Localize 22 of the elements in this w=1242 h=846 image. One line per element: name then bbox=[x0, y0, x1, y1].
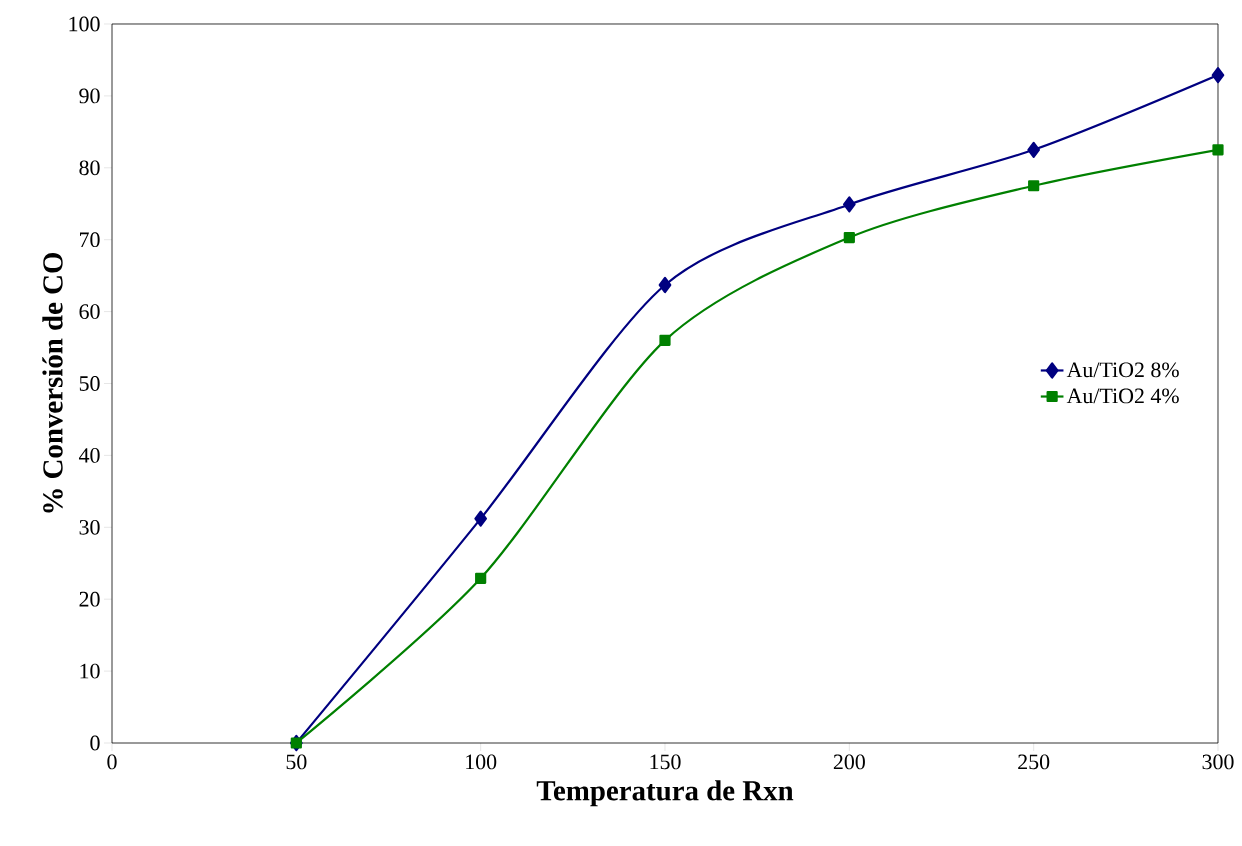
y-tick-label: 30 bbox=[79, 519, 100, 535]
x-tick-label: 0 bbox=[107, 754, 117, 770]
y-tick-label: 100 bbox=[69, 16, 100, 32]
legend-label: Au/TiO2 8% bbox=[1066, 362, 1179, 378]
x-tick-label: 250 bbox=[1018, 754, 1050, 770]
y-axis-title: % Conversión de CO bbox=[42, 252, 63, 513]
y-tick-label: 80 bbox=[79, 160, 100, 176]
x-tick-label: 100 bbox=[466, 754, 497, 770]
legend-label: Au/TiO2 4% bbox=[1066, 388, 1179, 404]
y-tick-label: 20 bbox=[79, 591, 100, 607]
y-tick-label: 0 bbox=[90, 735, 100, 751]
y-tick-label: 70 bbox=[80, 232, 100, 248]
y-tick-label: 40 bbox=[78, 448, 100, 463]
x-tick-label: 200 bbox=[833, 754, 865, 770]
y-tick-label: 60 bbox=[79, 304, 100, 319]
y-tick-label: 10 bbox=[80, 663, 100, 679]
y-tick-label: 90 bbox=[79, 88, 100, 104]
x-axis-title: Temperatura de Rxn bbox=[536, 780, 794, 807]
x-tick-label: 300 bbox=[1202, 754, 1234, 770]
y-tick-label: 50 bbox=[79, 376, 100, 391]
x-tick-label: 50 bbox=[286, 754, 307, 770]
x-tick-label: 150 bbox=[650, 754, 681, 770]
